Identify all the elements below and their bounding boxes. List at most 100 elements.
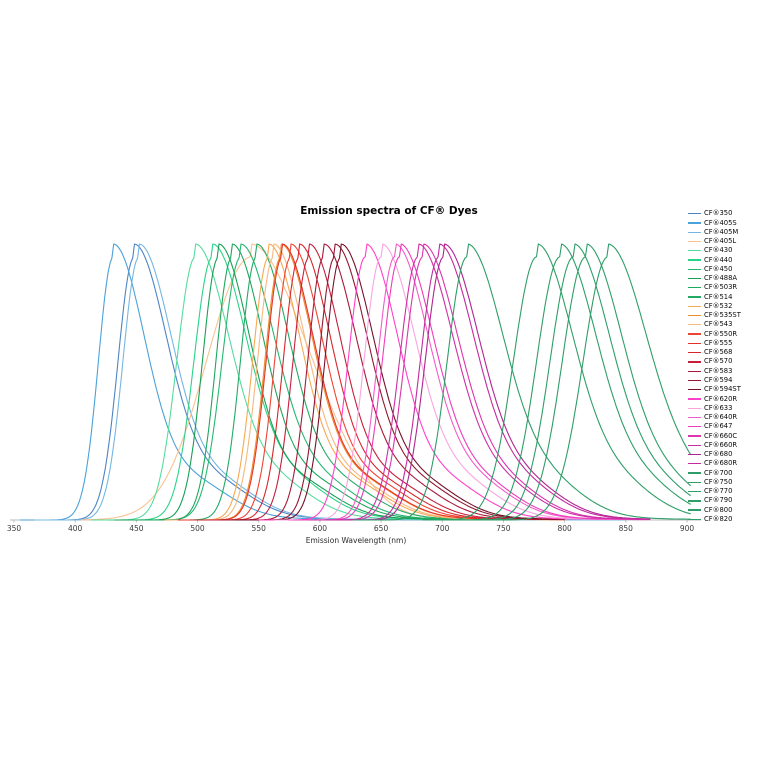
legend-label: CF®568	[704, 348, 733, 357]
chart-title: Emission spectra of CF® Dyes	[300, 205, 478, 217]
legend-label: CF®350	[704, 209, 733, 218]
legend-swatch	[688, 324, 701, 326]
spectrum-curve-cf503r	[127, 243, 504, 521]
legend-label: CF®405S	[704, 218, 737, 227]
legend-label: CF®633	[704, 403, 733, 412]
legend-swatch	[688, 426, 701, 428]
legend-label: CF®790	[704, 496, 733, 505]
legend-swatch	[688, 259, 701, 261]
legend-swatch	[688, 463, 701, 465]
legend-label: CF®488A	[704, 274, 738, 283]
legend-label: CF®405M	[704, 227, 739, 236]
legend-label: CF®543	[704, 320, 733, 329]
legend-label: CF®555	[704, 338, 733, 347]
legend-item: CF®450	[688, 265, 741, 274]
legend-swatch	[688, 361, 701, 363]
legend-label: CF®514	[704, 292, 733, 301]
legend-item: CF®405M	[688, 228, 741, 237]
legend-swatch	[688, 490, 701, 493]
legend: CF®350 CF®405S CF®405M CF®405L CF®430 CF®440 C…	[688, 209, 741, 524]
legend-item: CF®594ST	[688, 385, 741, 394]
x-axis-tick-label: 450	[129, 524, 144, 533]
legend-label: CF®503R	[704, 283, 738, 292]
x-axis-tick-label: 350	[7, 524, 22, 533]
legend-swatch	[688, 250, 701, 252]
legend-label: CF®570	[704, 357, 733, 366]
legend-swatch	[688, 509, 701, 511]
legend-swatch	[688, 481, 701, 483]
legend-swatch	[688, 500, 701, 502]
legend-swatch	[688, 407, 701, 409]
legend-item: CF®535ST	[688, 311, 741, 320]
spectrum-curve-cf350	[26, 243, 626, 521]
legend-item: CF®790	[688, 496, 741, 505]
legend-label: CF®594	[704, 376, 733, 385]
legend-swatch	[688, 444, 701, 446]
legend-item: CF®770	[688, 487, 741, 496]
legend-item: CF®550R	[688, 329, 741, 338]
legend-swatch	[688, 222, 701, 224]
x-axis-tick-label: 550	[252, 524, 267, 533]
legend-swatch	[688, 287, 701, 289]
legend-item: CF®430	[688, 246, 741, 255]
legend-item: CF®583	[688, 367, 741, 376]
legend-swatch	[688, 435, 701, 437]
x-axis-tick-label: 800	[557, 524, 572, 533]
legend-label: CF®583	[704, 366, 733, 375]
legend-label: CF®700	[704, 468, 733, 477]
spectrum-curve-cf620r	[258, 243, 651, 521]
spectrum-curve-cf800	[471, 243, 692, 521]
legend-item: CF®555	[688, 339, 741, 348]
legend-label: CF®535ST	[704, 311, 741, 320]
legend-item: CF®440	[688, 255, 741, 264]
legend-item: CF®405L	[688, 237, 741, 246]
legend-label: CF®820	[704, 515, 733, 523]
x-axis-tick-label: 500	[190, 524, 205, 533]
legend-swatch	[688, 351, 701, 354]
legend-item: CF®594	[688, 376, 741, 385]
legend-swatch	[688, 389, 701, 391]
legend-item: CF®800	[688, 506, 741, 515]
spectrum-curve-cf820	[491, 243, 692, 521]
legend-label: CF®660C	[704, 431, 738, 440]
legend-label: CF®620R	[704, 394, 738, 403]
legend-item: CF®570	[688, 357, 741, 366]
legend-item: CF®514	[688, 292, 741, 301]
legend-swatch	[688, 518, 701, 521]
spectrum-curve-cf647	[293, 243, 651, 521]
legend-label: CF®405L	[704, 237, 737, 246]
legend-label: CF®440	[704, 255, 733, 264]
x-axis-tick-label: 850	[619, 524, 634, 533]
legend-label: CF®594ST	[704, 385, 741, 394]
legend-label: CF®647	[704, 422, 733, 431]
legend-label: CF®430	[704, 246, 733, 255]
legend-item: CF®568	[688, 348, 741, 357]
legend-swatch	[688, 379, 701, 382]
legend-item: CF®820	[688, 515, 741, 524]
legend-swatch	[688, 277, 701, 280]
legend-item: CF®405S	[688, 218, 741, 227]
x-axis-tick-label: 400	[68, 524, 83, 533]
spectrum-curve-cf594st	[236, 243, 565, 521]
legend-swatch	[688, 212, 701, 215]
legend-item: CF®633	[688, 404, 741, 413]
spectrum-curve-cf555	[178, 243, 565, 521]
legend-item: CF®700	[688, 468, 741, 477]
legend-swatch	[688, 453, 701, 456]
legend-swatch	[688, 268, 701, 270]
legend-item: CF®750	[688, 478, 741, 487]
x-axis-tick-label: 650	[374, 524, 389, 533]
legend-swatch	[688, 342, 701, 344]
spectrum-curve-cf770	[445, 243, 691, 521]
legend-label: CF®450	[704, 264, 733, 273]
legend-label: CF®660R	[704, 440, 738, 449]
legend-label: CF®680	[704, 450, 733, 459]
legend-label: CF®640R	[704, 413, 738, 422]
legend-item: CF®660R	[688, 441, 741, 450]
legend-label: CF®770	[704, 487, 733, 496]
legend-item: CF®543	[688, 320, 741, 329]
x-axis-tick-label: 600	[313, 524, 328, 533]
legend-item: CF®680	[688, 450, 741, 459]
